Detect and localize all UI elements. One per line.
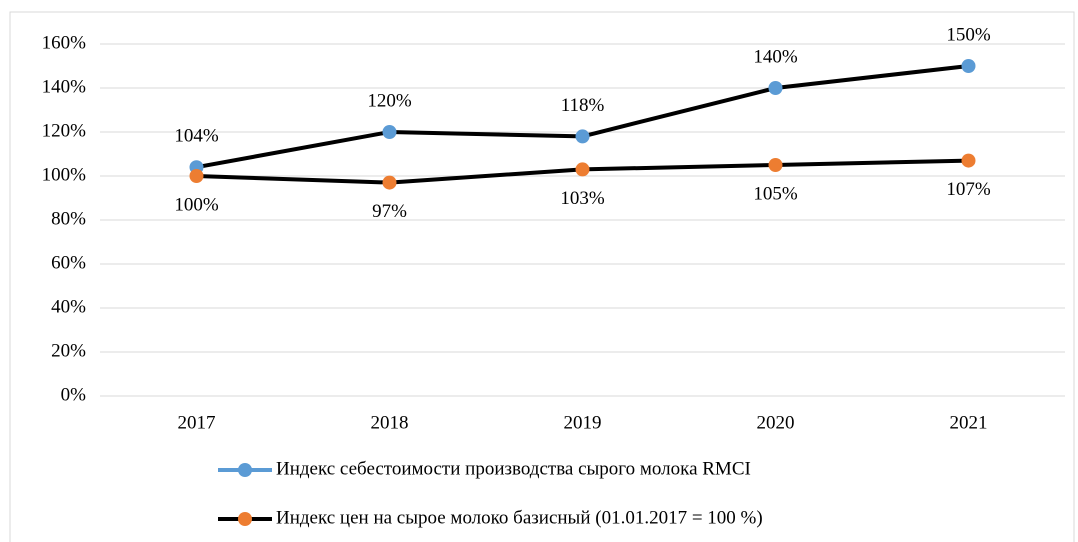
legend-marker xyxy=(238,463,252,477)
y-tick-label: 100% xyxy=(42,164,87,185)
x-tick-label: 2021 xyxy=(950,412,988,433)
data-point xyxy=(768,81,783,95)
data-point xyxy=(768,158,783,172)
data-label: 140% xyxy=(753,46,798,67)
y-tick-label: 160% xyxy=(42,32,87,53)
y-tick-label: 20% xyxy=(51,340,86,361)
chart-frame xyxy=(9,11,1075,542)
data-point xyxy=(382,125,397,139)
x-tick-label: 2018 xyxy=(371,412,409,433)
data-label: 103% xyxy=(560,188,605,209)
y-tick-label: 40% xyxy=(51,296,86,317)
data-point xyxy=(189,169,204,183)
data-point xyxy=(382,175,397,190)
series-line xyxy=(196,64,969,170)
y-tick-label: 140% xyxy=(42,76,87,97)
y-tick-label: 80% xyxy=(51,208,86,229)
data-label: 105% xyxy=(753,183,798,204)
y-tick-label: 60% xyxy=(51,252,86,273)
x-tick-label: 2020 xyxy=(757,412,795,433)
legend-marker xyxy=(238,512,252,526)
data-label: 104% xyxy=(174,126,219,147)
legend-label: Индекс себестоимости производства сырого… xyxy=(276,458,751,479)
y-tick-label: 120% xyxy=(42,120,87,141)
data-label: 100% xyxy=(174,194,219,215)
data-point xyxy=(961,59,976,73)
data-point xyxy=(575,129,590,144)
data-point xyxy=(961,153,976,168)
data-label: 120% xyxy=(367,90,412,111)
data-point xyxy=(575,162,590,177)
data-label: 97% xyxy=(372,201,407,222)
x-tick-label: 2017 xyxy=(178,412,216,433)
data-label: 118% xyxy=(561,95,605,116)
y-tick-label: 0% xyxy=(61,384,87,405)
legend-label: Индекс цен на сырое молоко базисный (01.… xyxy=(276,507,763,528)
data-label: 107% xyxy=(946,179,991,200)
x-tick-label: 2019 xyxy=(564,412,602,433)
data-label: 150% xyxy=(946,24,991,45)
